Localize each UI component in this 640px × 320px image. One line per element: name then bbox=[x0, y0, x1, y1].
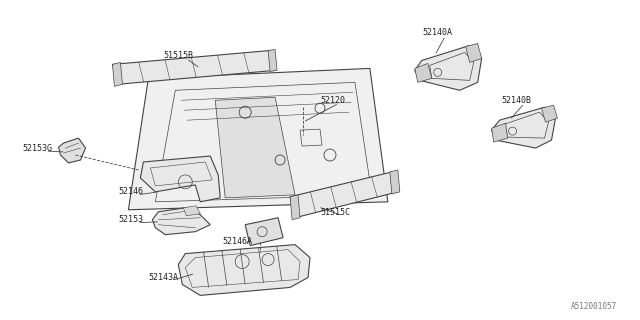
Polygon shape bbox=[179, 244, 310, 295]
Text: 52140A: 52140A bbox=[423, 28, 452, 37]
Polygon shape bbox=[290, 172, 398, 218]
Polygon shape bbox=[183, 206, 200, 216]
Polygon shape bbox=[492, 123, 508, 142]
Text: 51515B: 51515B bbox=[163, 51, 193, 60]
Polygon shape bbox=[152, 208, 210, 235]
Polygon shape bbox=[415, 63, 432, 82]
Polygon shape bbox=[140, 156, 220, 202]
Polygon shape bbox=[245, 218, 283, 246]
Polygon shape bbox=[290, 195, 300, 220]
Polygon shape bbox=[215, 97, 295, 198]
Text: 51515C: 51515C bbox=[320, 208, 350, 217]
Polygon shape bbox=[466, 44, 482, 62]
Polygon shape bbox=[113, 62, 122, 86]
Polygon shape bbox=[59, 138, 86, 163]
Text: 52143A: 52143A bbox=[148, 273, 179, 282]
Text: 52120: 52120 bbox=[320, 96, 345, 105]
Polygon shape bbox=[268, 50, 277, 71]
Text: A512001057: A512001057 bbox=[571, 302, 618, 311]
Text: 52153: 52153 bbox=[118, 215, 143, 224]
Polygon shape bbox=[113, 51, 275, 84]
Text: 52146: 52146 bbox=[118, 188, 143, 196]
Polygon shape bbox=[541, 105, 557, 122]
Polygon shape bbox=[492, 107, 556, 148]
Text: 52146A: 52146A bbox=[222, 237, 252, 246]
Polygon shape bbox=[390, 170, 400, 194]
Text: 52153G: 52153G bbox=[22, 144, 52, 153]
Polygon shape bbox=[415, 45, 482, 90]
Polygon shape bbox=[129, 68, 388, 210]
Text: 52140B: 52140B bbox=[502, 96, 532, 105]
